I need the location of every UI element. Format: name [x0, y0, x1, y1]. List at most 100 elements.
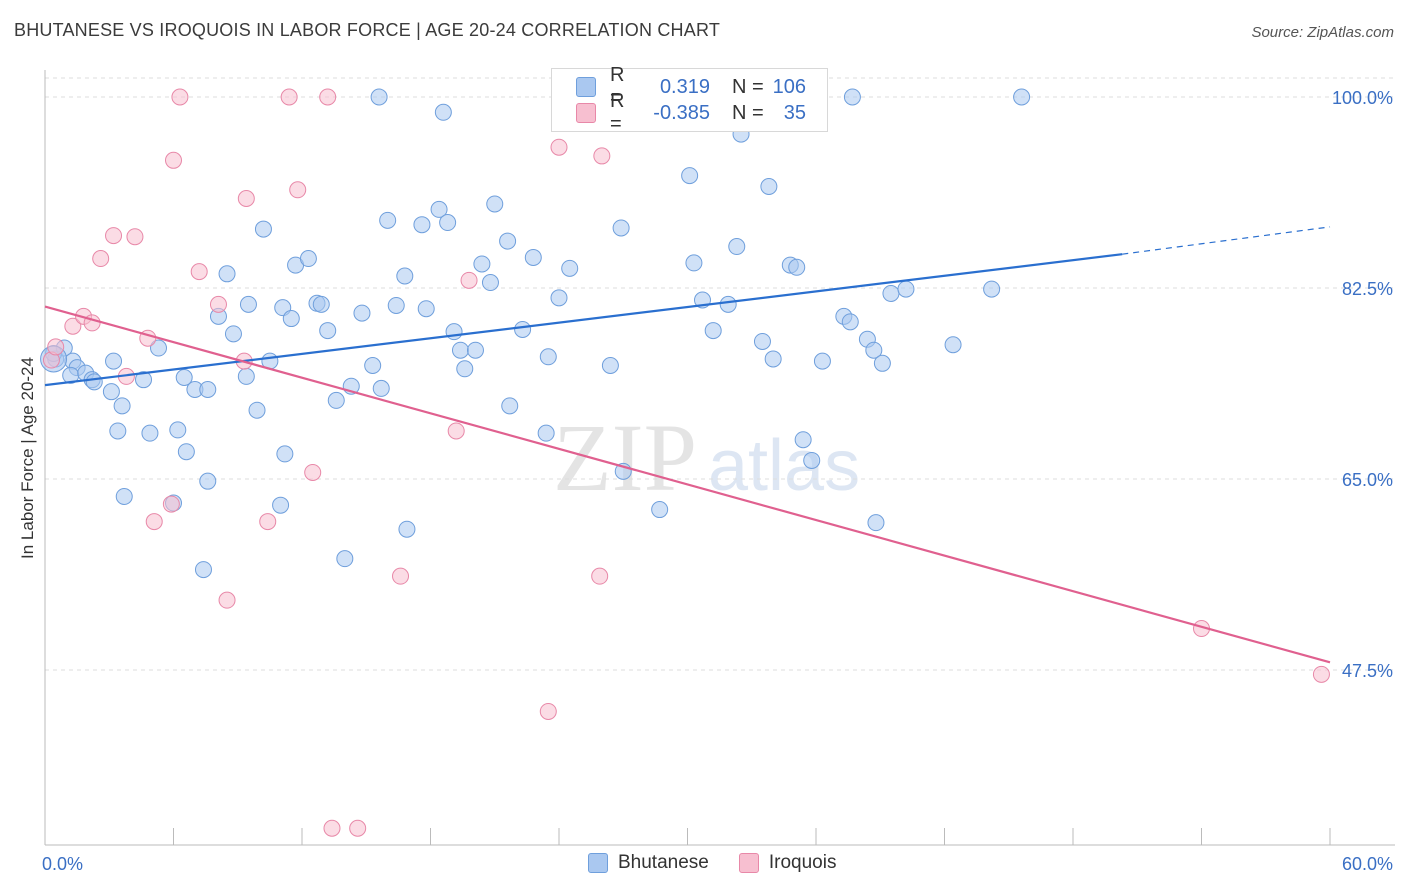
- iroquois-point-2: [64, 317, 82, 335]
- bhutanese-point-72: [561, 259, 579, 277]
- x-tick-label-1: 60.0%: [1342, 854, 1393, 874]
- bhutanese-point-11: [113, 397, 131, 415]
- bhutanese-point-16: [169, 421, 187, 439]
- bhutanese-point-80: [704, 322, 722, 340]
- bhutanese-point-69: [537, 424, 555, 442]
- x-tick-label-0: 0.0%: [42, 854, 83, 874]
- bhutanese-point-96: [865, 341, 883, 359]
- iroquois-point-11: [162, 495, 180, 513]
- legend-item-iroquois[interactable]: Iroquois: [738, 852, 837, 874]
- iroquois-point-31: [591, 567, 609, 585]
- bhutanese-point-29: [239, 295, 257, 313]
- bhutanese-point-33: [272, 496, 290, 514]
- bhutanese-point-50: [387, 296, 405, 314]
- iroquois-point-20: [280, 88, 298, 106]
- bhutanese-point-86: [764, 350, 782, 368]
- bhutanese-point-21: [199, 472, 217, 490]
- bhutanese-point-91: [813, 352, 831, 370]
- iroquois-point-1: [47, 338, 65, 356]
- watermark: ZIP atlas: [553, 404, 860, 511]
- y-tick-label-0: 100.0%: [1332, 88, 1393, 108]
- bhutanese-legend-swatch: [588, 853, 608, 873]
- bhutanese-point-20: [199, 381, 217, 399]
- bhutanese-point-70: [539, 348, 557, 366]
- bhutanese-point-30: [248, 401, 266, 419]
- y-tick-label-1: 82.5%: [1342, 279, 1393, 299]
- bhutanese-point-28: [237, 367, 255, 385]
- trend-lines: [44, 226, 1331, 664]
- axes: [44, 70, 1395, 846]
- iroquois-point-8: [126, 228, 144, 246]
- bhutanese-point-14: [150, 339, 168, 357]
- bhutanese-point-93: [841, 313, 859, 331]
- iroquois-legend-label: Iroquois: [768, 852, 837, 873]
- iroquois-point-28: [460, 271, 478, 289]
- iroquois-point-15: [209, 295, 227, 313]
- bhutanese-point-90: [803, 451, 821, 469]
- bhutanese-point-63: [481, 274, 499, 292]
- bhutanese-point-45: [353, 304, 371, 322]
- iroquois-points: [42, 88, 1330, 837]
- iroquois-point-16: [218, 591, 236, 609]
- bhutanese-point-97: [867, 514, 885, 532]
- bhutanese-point-85: [760, 177, 778, 195]
- bhutanese-point-34: [276, 445, 294, 463]
- iroquois-swatch: [576, 103, 596, 123]
- correlation-legend: R = 0.319 N = 106 R = -0.385 N = 35: [551, 64, 828, 135]
- iroquois-point-29: [539, 702, 557, 720]
- bhutanese-trend-line: [44, 253, 1123, 387]
- iroquois-point-24: [323, 819, 341, 837]
- bhutanese-point-84: [753, 332, 771, 350]
- bhutanese-point-77: [681, 167, 699, 185]
- iroquois-point-30: [550, 138, 568, 156]
- watermark-atlas: atlas: [708, 426, 860, 506]
- iroquois-point-34: [1312, 665, 1330, 683]
- chart-title: BHUTANESE VS IROQUOIS IN LABOR FORCE | A…: [14, 20, 721, 40]
- y-tick-label-2: 65.0%: [1342, 470, 1393, 490]
- source-label: Source: ZipAtlas.com: [1251, 24, 1394, 41]
- bhutanese-point-42: [327, 391, 345, 409]
- bhutanese-point-47: [372, 379, 390, 397]
- iroquois-point-17: [237, 190, 255, 208]
- bhutanese-point-82: [728, 238, 746, 256]
- bhutanese-point-43: [336, 550, 354, 568]
- bhutanese-point-62: [473, 255, 491, 273]
- bhutanese-point-78: [685, 254, 703, 272]
- bhutanese-point-103: [1013, 88, 1031, 106]
- iroquois-point-22: [304, 463, 322, 481]
- bhutanese-point-54: [417, 300, 435, 318]
- iroquois-point-25: [349, 819, 367, 837]
- bhutanese-r-value: 0.319: [659, 75, 710, 98]
- iroquois-trend-line: [44, 305, 1331, 664]
- tick-labels: 100.0% 82.5% 65.0% 47.5% 0.0% 60.0%: [42, 88, 1393, 874]
- r-label: R =: [610, 90, 625, 135]
- bhutanese-point-10: [102, 383, 120, 401]
- iroquois-point-26: [392, 567, 410, 585]
- iroquois-point-12: [165, 151, 182, 169]
- bhutanese-point-26: [218, 265, 236, 283]
- iroquois-point-23: [319, 88, 337, 106]
- iroquois-point-14: [190, 263, 208, 281]
- bhutanese-point-74: [612, 219, 630, 237]
- bhutanese-point-18: [177, 443, 195, 461]
- legend-row-bhutanese: R = 0.319 N = 106: [576, 64, 806, 109]
- bhutanese-point-53: [413, 216, 431, 234]
- bhutanese-point-101: [944, 336, 962, 354]
- iroquois-point-10: [145, 513, 163, 531]
- bhutanese-swatch: [576, 77, 596, 97]
- iroquois-point-32: [593, 147, 611, 165]
- bhutanese-point-13: [135, 371, 153, 389]
- bhutanese-point-61: [466, 341, 484, 359]
- iroquois-legend-swatch: [738, 853, 759, 873]
- bhutanese-legend-label: Bhutanese: [618, 852, 709, 873]
- watermark-zip: ZIP: [553, 404, 697, 511]
- bhutanese-point-41: [319, 322, 337, 340]
- bhutanese-point-76: [651, 501, 669, 519]
- bhutanese-point-89: [794, 431, 812, 449]
- bhutanese-point-59: [451, 341, 469, 359]
- bhutanese-point-56: [434, 103, 452, 121]
- iroquois-point-6: [105, 227, 123, 245]
- iroquois-point-13: [171, 88, 189, 106]
- legend-item-bhutanese[interactable]: Bhutanese: [588, 852, 709, 874]
